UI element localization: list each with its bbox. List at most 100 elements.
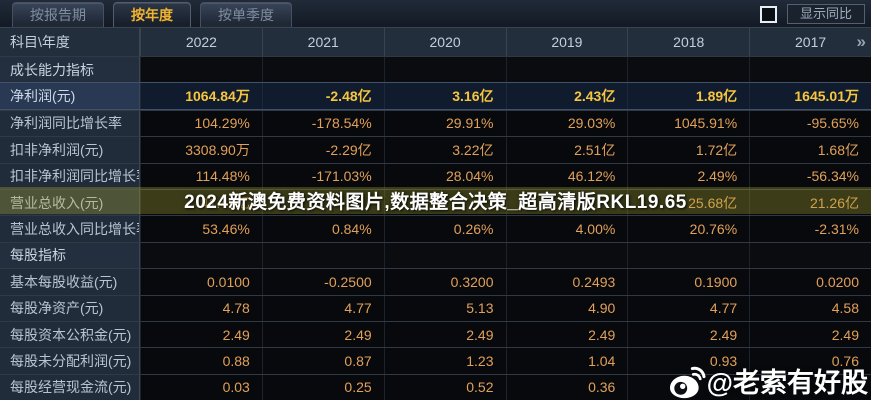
indicator-value-cell: 0.52	[383, 374, 506, 400]
indicator-label: 净利润同比增长率	[0, 110, 140, 137]
indicator-value-cell	[383, 242, 506, 269]
indicator-value-cell: 2.49	[627, 321, 750, 348]
indicator-row[interactable]: 每股经营现金流(元) 0.03 0.25 0.52 0.36	[0, 373, 871, 400]
indicator-value-cell: 1.68亿	[749, 137, 871, 163]
indicator-value-cell: 104.29%	[140, 110, 262, 137]
corner-header-cell: 科目\年度	[0, 28, 140, 56]
indicator-value-cell: 2.49	[140, 321, 262, 348]
indicator-value-cell: 46.12%	[505, 163, 628, 189]
indicator-value-cell: -0.2500	[261, 269, 384, 295]
indicator-value-cell: -178.54%	[261, 110, 384, 137]
year-header-2021: 2021	[261, 28, 384, 56]
indicator-value-cell: 1645.01万	[749, 83, 871, 109]
section-header-row: 成长能力指标	[0, 56, 871, 83]
indicator-value-cell: 0.88	[140, 348, 262, 374]
indicator-value-cell: -2.29亿	[261, 137, 384, 163]
indicator-value-cell: -95.65%	[749, 110, 871, 137]
indicator-value-cell: 1.72亿	[627, 137, 750, 163]
indicator-row[interactable]: 扣非净利润同比增长率 114.48% -171.03% 28.04% 46.12% 2.4…	[0, 162, 871, 189]
year-header-label: 2017	[795, 34, 827, 50]
indicator-value-cell: 0.25	[261, 374, 384, 400]
indicator-value-cell	[383, 57, 506, 83]
year-header-2017: 2017 »	[749, 28, 871, 56]
indicator-row[interactable]: 每股净资产(元) 4.78 4.77 5.13 4.90 4.77 4.58	[0, 294, 871, 321]
indicator-value-cell: 0.76	[749, 348, 871, 374]
indicator-row[interactable]: 净利润(元) 1064.84万 -2.48亿 3.16亿 2.43亿 1.89亿 1645.…	[0, 82, 871, 110]
indicator-value-cell: 25.68亿	[627, 189, 750, 216]
indicator-value-cell: 4.77	[261, 295, 384, 321]
period-tab-bar: 按报告期 按年度 按单季度 显示同比	[0, 0, 871, 27]
indicator-value-cell: 28.04%	[383, 163, 506, 189]
indicator-value-cell: 4.78	[140, 295, 262, 321]
indicator-value-cell: 4.00%	[505, 216, 628, 242]
indicator-row[interactable]: 扣非净利润(元) 3308.90万 -2.29亿 3.22亿 2.51亿 1.72亿 1.6…	[0, 136, 871, 163]
year-header-2019: 2019	[505, 28, 628, 56]
indicator-value-cell: 4.58	[749, 295, 871, 321]
indicator-value-cell	[627, 374, 750, 400]
year-header-2022: 2022	[140, 28, 262, 56]
tab-by-report-period[interactable]: 按报告期	[12, 2, 104, 27]
indicator-label: 扣非净利润同比增长率	[0, 163, 140, 189]
indicator-value-cell: 20.76%	[627, 216, 750, 242]
indicator-value-cell: 2.51亿	[505, 137, 628, 163]
indicator-label: 每股资本公积金(元)	[0, 321, 140, 348]
indicator-value-cell: 114.48%	[140, 163, 262, 189]
indicator-value-cell: 2.49	[505, 321, 628, 348]
indicator-value-cell: 53.46%	[140, 216, 262, 242]
indicator-value-cell: 3308.90万	[140, 137, 262, 163]
financial-table: 科目\年度 2022 2021 2020 2019 2018 2017 » 成长…	[0, 27, 871, 400]
indicator-row[interactable]: 每股未分配利润(元) 0.88 0.87 1.23 1.04 0.93 0.76	[0, 347, 871, 374]
indicator-value-cell: 2.49	[383, 321, 506, 348]
table-header-row: 科目\年度 2022 2021 2020 2019 2018 2017 »	[0, 27, 871, 56]
indicator-row[interactable]: 基本每股收益(元) 0.0100 -0.2500 0.3200 0.2493 0.1900…	[0, 268, 871, 295]
indicator-value-cell: 4.90	[505, 295, 628, 321]
indicator-label: 每股未分配利润(元)	[0, 348, 140, 374]
indicator-value-cell	[140, 242, 262, 269]
tab-by-single-quarter[interactable]: 按单季度	[200, 2, 292, 27]
indicator-value-cell	[261, 242, 384, 269]
indicator-value-cell	[505, 57, 628, 83]
indicator-value-cell: -2.48亿	[261, 83, 384, 109]
indicator-value-cell: 1.23	[383, 348, 506, 374]
indicator-value-cell: 41.43亿	[140, 189, 262, 216]
indicator-value-cell: 0.26%	[383, 216, 506, 242]
indicator-value-cell	[261, 57, 384, 83]
indicator-value-cell	[140, 57, 262, 83]
indicator-value-cell: 0.93	[627, 348, 750, 374]
indicator-value-cell: 0.0200	[749, 269, 871, 295]
more-years-chevron-icon[interactable]: »	[856, 32, 867, 51]
indicator-value-cell: 0.0100	[140, 269, 262, 295]
indicator-value-cell: 5.13	[383, 295, 506, 321]
indicator-value-cell: 0.3200	[383, 269, 506, 295]
show-yoy-checkbox[interactable]	[759, 5, 777, 23]
indicator-value-cell: 21.26亿	[749, 189, 871, 216]
indicator-value-cell: 0.2493	[505, 269, 628, 295]
year-header-2018: 2018	[627, 28, 750, 56]
indicator-value-cell: -2.31%	[749, 216, 871, 242]
indicator-value-cell: -171.03%	[261, 163, 384, 189]
section-header-row: 每股指标	[0, 241, 871, 269]
indicator-value-cell: 1.89亿	[627, 83, 750, 109]
indicator-value-cell: 3.16亿	[383, 83, 506, 109]
indicator-value-cell: -56.34%	[749, 163, 871, 189]
indicator-value-cell: 1045.91%	[627, 110, 750, 137]
indicator-value-cell	[627, 242, 750, 269]
indicator-row[interactable]: 每股资本公积金(元) 2.49 2.49 2.49 2.49 2.49 2.49	[0, 320, 871, 348]
indicator-row[interactable]: 营业总收入(元) 41.43亿 25.68亿 21.26亿	[0, 188, 871, 216]
indicator-row[interactable]: 营业总收入同比增长率 53.46% 0.84% 0.26% 4.00% 20.76% -2.…	[0, 215, 871, 242]
indicator-value-cell: 0.03	[140, 374, 262, 400]
indicator-value-cell: 2.49%	[627, 163, 750, 189]
indicator-label: 每股净资产(元)	[0, 295, 140, 321]
indicator-value-cell: 2.49	[749, 321, 871, 348]
indicator-value-cell	[505, 189, 628, 216]
tab-by-year[interactable]: 按年度	[113, 2, 191, 27]
indicator-value-cell: 0.36	[505, 374, 628, 400]
indicator-value-cell	[505, 242, 628, 269]
indicator-value-cell	[261, 189, 384, 216]
show-yoy-button[interactable]: 显示同比	[786, 4, 865, 24]
indicator-value-cell	[749, 374, 871, 400]
section-title: 每股指标	[0, 242, 140, 269]
indicator-value-cell	[627, 57, 750, 83]
indicator-row[interactable]: 净利润同比增长率 104.29% -178.54% 29.91% 29.03% 1045.…	[0, 109, 871, 137]
